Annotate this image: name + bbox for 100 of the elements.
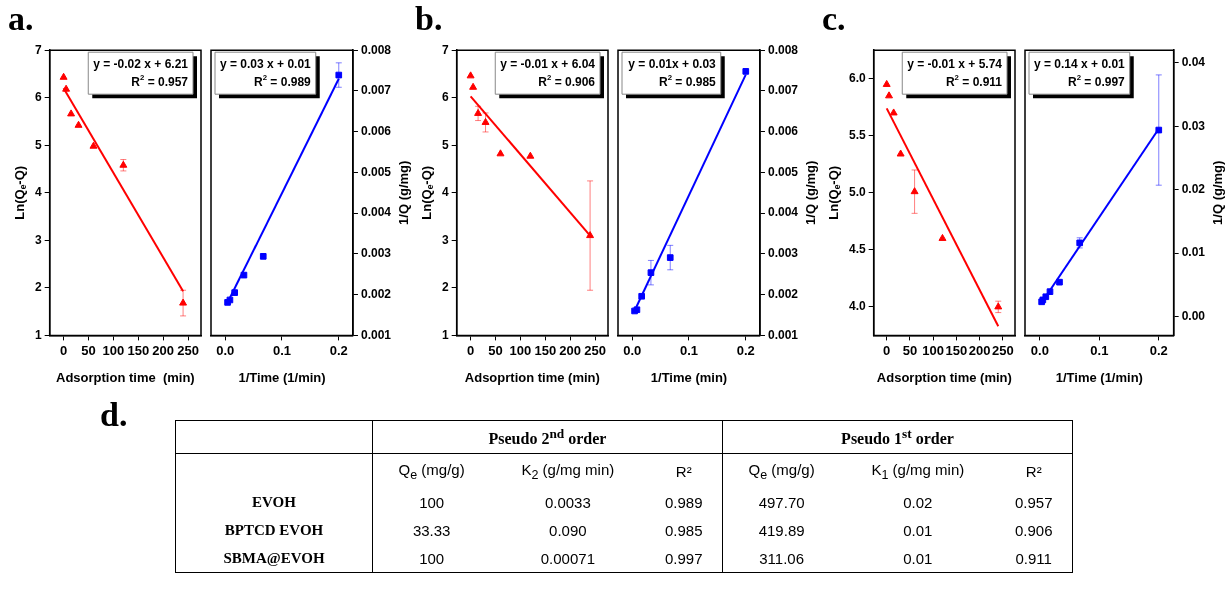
text: 0.0033	[543, 492, 592, 513]
text: 497.70	[757, 492, 806, 513]
text: 0.00071	[539, 548, 596, 569]
annotation: y = -0.02 x + 6.21	[93, 56, 189, 71]
x-tick-label: 100	[102, 342, 125, 358]
x-tick-label: 50	[488, 342, 503, 358]
x-tick-label: 0	[59, 342, 68, 358]
y-tick-label: 6.0	[848, 71, 866, 86]
text: 0.01	[902, 520, 934, 541]
y2-tick-label: 0.00	[1181, 308, 1206, 323]
y2-tick-label: 0.004	[767, 205, 799, 220]
y-tick-label: 6	[441, 90, 449, 105]
x-tick-label: 0.1	[1090, 342, 1109, 358]
x-tick-label: 50	[81, 342, 96, 358]
x-tick-label: 100	[922, 342, 945, 358]
y2-tick-label: 0.04	[1181, 55, 1206, 70]
x-tick-label: 150	[534, 342, 557, 358]
y2-tick-label: 0.002	[767, 286, 799, 301]
text: 0.989	[645, 488, 723, 516]
y2-axis-title: 1/Q (g/mg)	[802, 160, 818, 225]
x-tick-label: 200	[968, 342, 991, 358]
x-axis-title: 1/Time (1/min)	[238, 369, 326, 385]
text: 0.090	[548, 520, 588, 541]
chart-title: c.	[822, 0, 846, 38]
x-tick-label: 0.1	[679, 342, 699, 358]
text: 100	[418, 492, 446, 513]
y2-tick-label: 0.001	[767, 327, 799, 342]
y2-tick-label: 0.007	[767, 83, 799, 98]
text: R²	[1024, 461, 1043, 482]
text: K$_{2}$ (g/mg min)	[520, 459, 616, 484]
x-axis-title: Adsorption time (min)	[876, 369, 1012, 385]
x-axis-title: 1/Time (min)	[650, 369, 728, 385]
text: 0.957	[1013, 492, 1054, 513]
text: Q$_{e}$ (mg/g)	[747, 459, 816, 484]
x-axis-title: 1/Time (1/min)	[1055, 369, 1143, 385]
x-tick-label: 200	[559, 342, 582, 358]
chart-title: a.	[8, 0, 34, 38]
annotation: y = -0.01 x + 5.74	[907, 56, 1003, 71]
x-tick-label: 250	[992, 342, 1014, 358]
text: R²	[645, 453, 723, 488]
x-tick-label: 0.2	[1149, 342, 1168, 358]
y-tick-label: 5	[34, 137, 42, 152]
y-tick-label: 1	[441, 327, 449, 342]
y-tick-label: 4	[34, 185, 42, 200]
y2-tick-label: 0.005	[360, 164, 392, 179]
chart-title: b.	[415, 0, 443, 38]
y2-tick-label: 0.002	[360, 286, 392, 301]
y2-tick-label: 0.02	[1181, 181, 1206, 196]
y2-tick-label: 0.004	[360, 205, 392, 220]
x-tick-label: 150	[127, 342, 150, 358]
text: Pseudo 1$^{st}$ order	[840, 424, 955, 450]
y2-tick-label: 0.005	[767, 164, 799, 179]
text: SBMA@EVOH	[175, 544, 373, 573]
x-tick-label: 0	[466, 342, 475, 358]
x-tick-label: 250	[177, 342, 199, 358]
y-tick-label: 4.5	[848, 242, 866, 257]
text: 33.33	[411, 520, 452, 541]
y-tick-label: 5.0	[848, 185, 866, 200]
text: 0.985	[645, 516, 723, 544]
y2-tick-label: 0.003	[767, 246, 799, 261]
text: K$_{1}$ (g/mg min)	[870, 459, 966, 484]
text: d.	[100, 396, 128, 434]
text: 0.911	[1014, 548, 1053, 569]
x-axis-title: Adsorption time (min)	[56, 369, 195, 385]
x-tick-label: 0	[883, 342, 891, 358]
annotation: y = 0.03 x + 0.01	[220, 56, 312, 71]
y2-tick-label: 0.03	[1181, 118, 1206, 133]
x-tick-label: 0.2	[736, 342, 755, 358]
text: 0.02	[902, 492, 934, 513]
x-tick-label: 100	[509, 342, 532, 358]
annotation: y = 0.01x + 0.03	[628, 56, 717, 71]
y2-tick-label: 0.006	[360, 124, 392, 138]
text: 311.06	[758, 548, 805, 569]
x-axis-title: Adsoprtion time (min)	[464, 369, 600, 385]
y-tick-label: 2	[34, 280, 42, 295]
x-tick-label: 0.2	[329, 342, 348, 358]
y2-tick-label: 0.008	[360, 42, 392, 57]
y2-tick-label: 0.006	[767, 124, 799, 138]
y-tick-label: 1	[34, 327, 42, 342]
y-tick-label: 5	[441, 137, 449, 152]
text: 0.01	[902, 548, 934, 569]
x-tick-label: 50	[902, 342, 918, 358]
x-tick-label: 0.1	[272, 342, 292, 358]
y2-tick-label: 0.008	[767, 42, 799, 57]
y2-axis-title: 1/Q (g/mg)	[1209, 160, 1225, 225]
y-tick-label: 3	[34, 232, 42, 247]
annotation: y = -0.01 x + 6.04	[500, 56, 596, 71]
y2-tick-label: 0.001	[360, 327, 392, 342]
text: 419.89	[757, 520, 806, 541]
annotation: y = 0.14 x + 0.01	[1034, 56, 1126, 71]
y-tick-label: 5.5	[848, 128, 866, 143]
y2-tick-label: 0.007	[360, 83, 392, 98]
y2-tick-label: 0.01	[1181, 245, 1206, 260]
y-tick-label: 7	[34, 42, 42, 57]
y-tick-label: 7	[441, 42, 449, 57]
text: EVOH	[175, 488, 373, 516]
text: BPTCD EVOH	[175, 516, 373, 544]
y2-tick-label: 0.003	[360, 246, 392, 261]
text: 0.997	[645, 544, 723, 573]
x-tick-label: 0.0	[216, 342, 235, 358]
